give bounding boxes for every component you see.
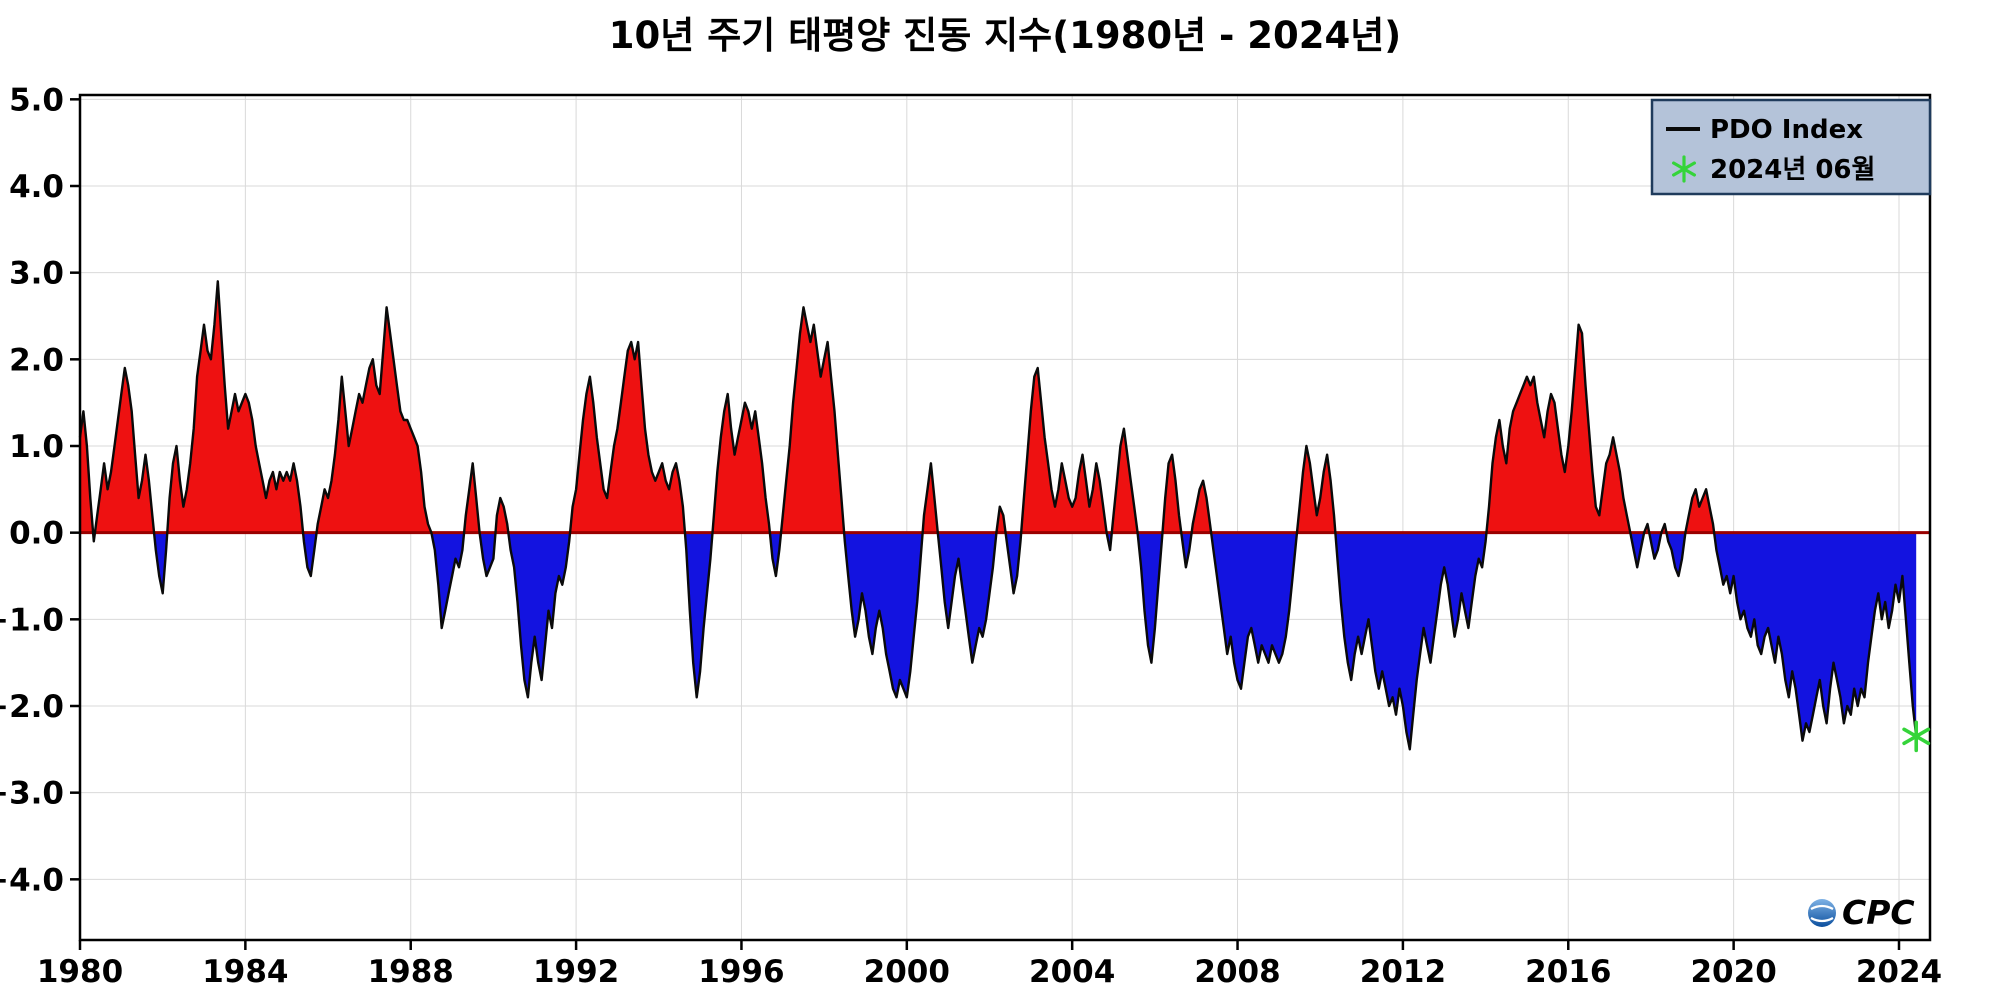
y-tick-label: −3.0: [0, 776, 64, 812]
x-tick-label: 1984: [202, 954, 288, 990]
cpc-globe-swirl: [1810, 904, 1834, 923]
legend-asterisk-icon: [1672, 155, 1696, 183]
cpc-logo: CPC: [1808, 893, 1915, 932]
negative-area-fill: [80, 532, 1917, 750]
y-tick-label: 1.0: [9, 429, 64, 465]
chart-title: 10년 주기 태평양 진동 지수(1980년 - 2024년): [609, 14, 1401, 57]
y-tick-label: 4.0: [9, 169, 64, 205]
x-tick-label: 2024: [1856, 954, 1942, 990]
plot-area: 1980 1984 1988 1992 1996 2000 2004 2008 2012 2016…: [0, 82, 1942, 990]
positive-area-fill: [80, 281, 1715, 533]
cpc-globe-icon: [1808, 899, 1836, 927]
pdo-index-line: [78, 280, 1918, 751]
y-tick-label: −4.0: [0, 862, 64, 898]
plot-frame: [78, 93, 1932, 942]
y-tick-label: 5.0: [9, 82, 64, 118]
x-tick-label: 2020: [1690, 954, 1776, 990]
y-tick-label: −1.0: [0, 602, 64, 638]
x-tick-label: 1988: [368, 954, 454, 990]
y-tick-label: 3.0: [9, 256, 64, 292]
cpc-logo-text: CPC: [1842, 893, 1915, 932]
legend-label-pdo-index: PDO Index: [1710, 115, 1863, 145]
asterisk-marker-spoke: [1902, 727, 1931, 746]
x-tick-label: 2004: [1029, 954, 1115, 990]
x-tick-label: 1996: [698, 954, 784, 990]
y-tick-label: 0.0: [9, 516, 64, 552]
x-tick-label: 1980: [37, 954, 123, 990]
x-tick-label: 2016: [1525, 954, 1611, 990]
y-tick-label: −2.0: [0, 689, 64, 725]
x-tick-label: 2000: [864, 954, 950, 990]
x-tick-label: 1992: [533, 954, 619, 990]
x-tick-label: 2012: [1360, 954, 1446, 990]
legend-box: [1650, 98, 1932, 196]
latest-month-marker: [1902, 720, 1931, 753]
legend-label-latest-month: 2024년 06월: [1710, 155, 1875, 185]
legend: PDO Index 2024년 06월: [1650, 98, 1932, 196]
y-tick-label: 2.0: [9, 342, 64, 378]
asterisk-marker-spoke: [1672, 161, 1696, 177]
x-tick-label: 2008: [1194, 954, 1280, 990]
